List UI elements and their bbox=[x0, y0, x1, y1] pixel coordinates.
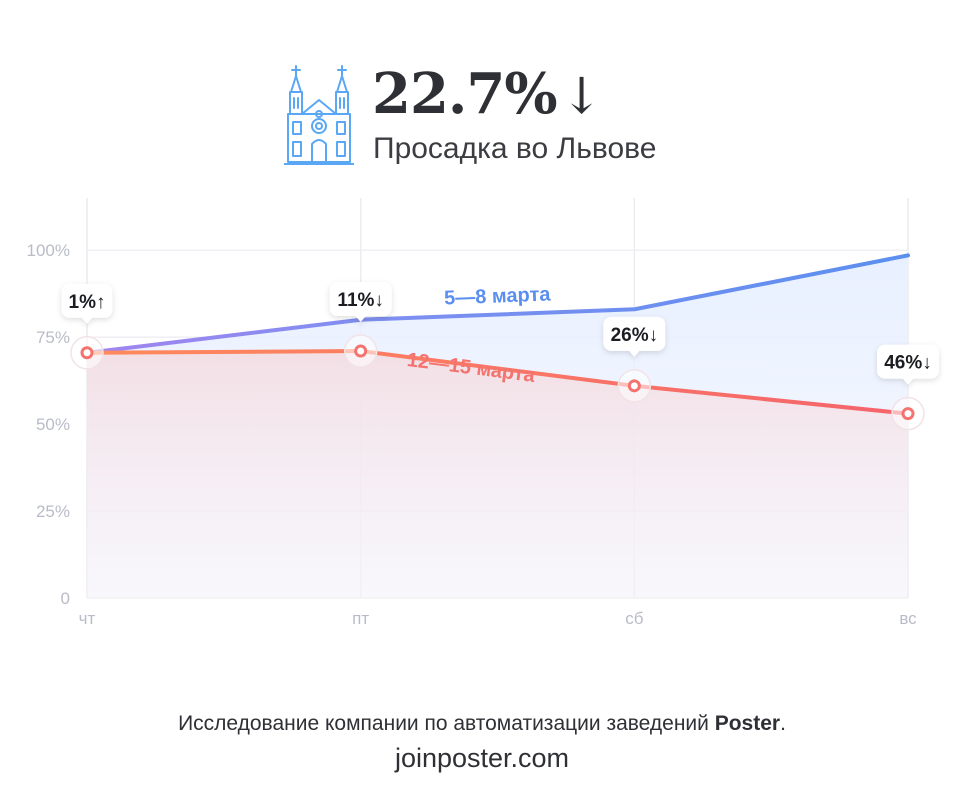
callout-box bbox=[329, 282, 392, 317]
callout-pointer bbox=[354, 315, 367, 323]
footer-credit: Исследование компании по автоматизации з… bbox=[178, 712, 786, 735]
x-tick-label: чт bbox=[79, 609, 96, 628]
callout-pointer bbox=[902, 377, 914, 385]
callout-label: 26%↓ bbox=[611, 325, 659, 346]
callout-label: 1%↑ bbox=[69, 292, 106, 313]
series-label-5-8: 5—8 марта bbox=[444, 283, 552, 309]
callout-bubble bbox=[603, 316, 666, 357]
x-tick-label: вс bbox=[899, 609, 917, 628]
down-arrow-icon: ↓ bbox=[560, 67, 603, 125]
data-point bbox=[901, 407, 915, 421]
footer-url[interactable]: joinposter.com bbox=[394, 743, 570, 773]
chart-header: 22.7%↓ Просадка во Львове bbox=[284, 62, 714, 172]
callout-pointer bbox=[81, 316, 93, 324]
callout-bubble bbox=[877, 344, 939, 385]
data-point bbox=[354, 344, 368, 358]
series-area-12-15 bbox=[87, 351, 908, 598]
headline-value: 22.7%↓ bbox=[372, 61, 603, 127]
y-tick-label: 25% bbox=[36, 502, 70, 521]
x-tick-label: пт bbox=[352, 609, 369, 628]
church-icon bbox=[284, 65, 354, 165]
callout-pointer bbox=[628, 349, 641, 357]
y-tick-label: 50% bbox=[36, 415, 70, 434]
data-point bbox=[627, 379, 641, 393]
callout-label: 46%↓ bbox=[884, 353, 932, 374]
y-tick-label: 0 bbox=[61, 589, 70, 608]
callout-box bbox=[61, 283, 113, 318]
callout-box bbox=[877, 344, 939, 379]
callout-box bbox=[603, 316, 666, 351]
brand-name: Poster bbox=[714, 712, 781, 735]
series-line-12-15 bbox=[85, 349, 910, 416]
callout-label: 11%↓ bbox=[337, 290, 383, 311]
chart-subtitle: Просадка во Львове bbox=[373, 132, 657, 165]
y-tick-label: 100% bbox=[27, 241, 70, 260]
x-tick-label: сб bbox=[625, 609, 644, 628]
y-tick-label: 75% bbox=[36, 328, 70, 347]
callout-bubble bbox=[329, 282, 392, 323]
series-line-5-8 bbox=[85, 253, 910, 355]
callout-bubble bbox=[61, 283, 113, 324]
data-point bbox=[80, 346, 94, 360]
